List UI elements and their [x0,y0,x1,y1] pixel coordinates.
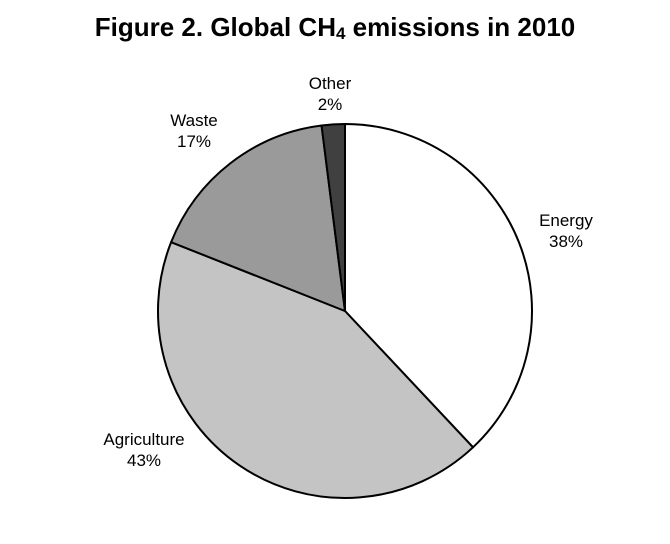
pie-slice-energy [344,123,533,449]
pie-slice-waste [170,124,346,312]
pie-slice-other [320,122,346,312]
slice-labels: Energy 38% Agriculture 43% Waste 17% Other 2% [103,74,593,470]
slice-percent-agriculture: 43% [127,451,161,470]
slice-label-agriculture: Agriculture [103,430,184,449]
pie-slices [157,122,533,499]
slice-percent-waste: 17% [177,132,211,151]
title-subscript: 4 [335,24,346,43]
chart-title: Figure 2. Global CH4 emissions in 2010 [94,12,576,43]
pie-slice-agriculture [157,241,475,499]
slice-percent-energy: 38% [549,232,583,251]
slice-percent-other: 2% [318,95,343,114]
slice-label-waste: Waste [170,111,218,130]
slice-label-other: Other [309,74,352,93]
slice-label-energy: Energy [539,211,593,230]
